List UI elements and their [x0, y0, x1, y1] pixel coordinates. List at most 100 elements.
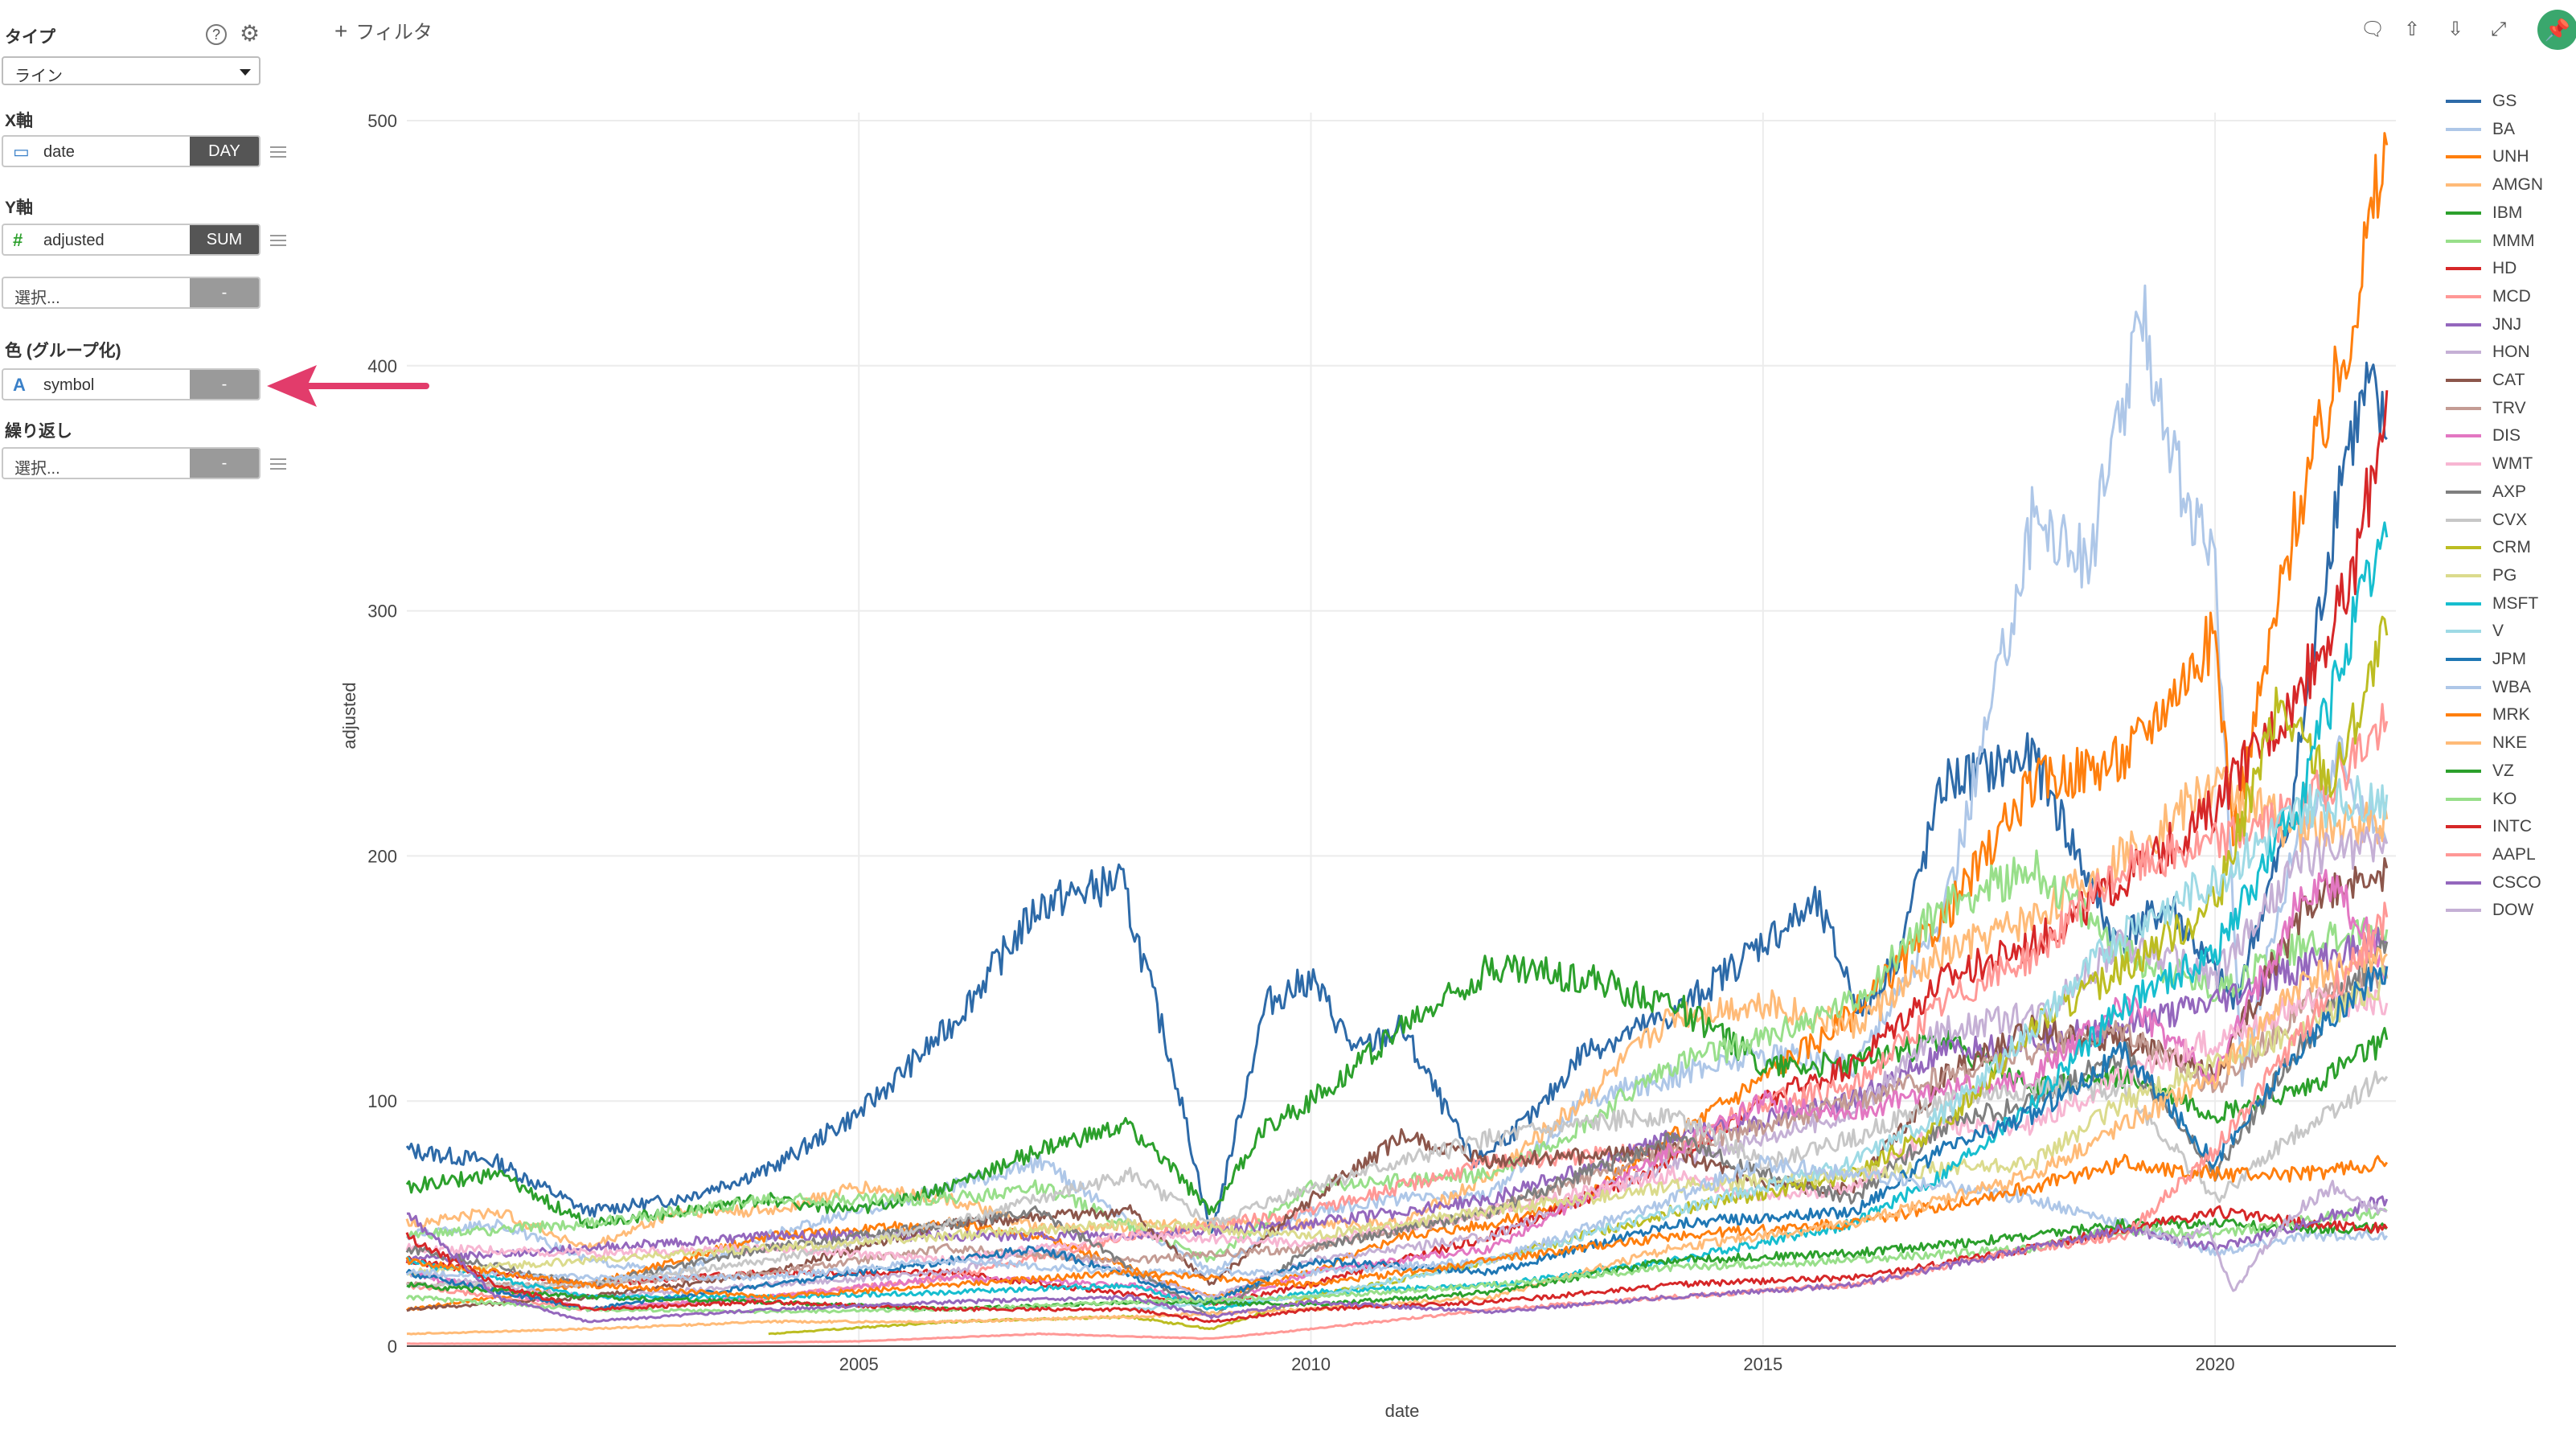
legend-item-ibm[interactable]: IBM [2436, 200, 2565, 224]
legend-item-dis[interactable]: DIS [2436, 423, 2565, 447]
legend-item-unh[interactable]: UNH [2436, 144, 2565, 168]
legend-swatch [2446, 434, 2481, 438]
series-line-gs [405, 361, 2388, 1234]
chart-grid [407, 113, 2396, 1346]
annotation-arrow-icon [267, 365, 429, 407]
legend-label: MSFT [2492, 593, 2539, 613]
legend-item-mrk[interactable]: MRK [2436, 702, 2565, 726]
series-line-dow [2142, 1180, 2388, 1292]
legend-swatch [2446, 294, 2481, 298]
series-line-mrk [405, 1153, 2389, 1301]
legend-item-jpm[interactable]: JPM [2436, 647, 2565, 671]
legend-swatch [2446, 658, 2481, 661]
legend-swatch [2446, 769, 2481, 773]
legend-label: JPM [2492, 650, 2526, 668]
download-icon[interactable]: ⇩ [2447, 18, 2464, 40]
help-icon[interactable]: ? [206, 24, 227, 45]
legend-swatch [2446, 573, 2481, 577]
legend-label: CSCO [2492, 873, 2541, 892]
series-line-wba [405, 1155, 2389, 1282]
y-axis-aggregation-button[interactable]: SUM [190, 225, 259, 254]
legend-label: KO [2492, 789, 2517, 808]
legend-item-aapl[interactable]: AAPL [2436, 842, 2565, 866]
color-aggregation-button[interactable]: - [190, 370, 259, 399]
legend-swatch [2446, 322, 2481, 326]
legend-label: JNJ [2492, 314, 2522, 334]
y-axis-add-placeholder: 選択... [14, 289, 60, 307]
color-group-label: 色 (グループ化) [5, 342, 121, 360]
legend-label: NKE [2492, 733, 2528, 753]
legend-item-gs[interactable]: GS [2436, 88, 2565, 113]
series-line-ba [405, 284, 2389, 1277]
x-axis-drag-handle-icon[interactable] [270, 143, 286, 161]
expand-icon[interactable]: ⤢ [2491, 18, 2507, 40]
legend-swatch [2446, 881, 2481, 885]
legend-item-jnj[interactable]: JNJ [2436, 312, 2565, 336]
chart-series [405, 132, 2389, 1345]
legend-label: VZ [2492, 761, 2514, 780]
x-tick-label: 2005 [839, 1354, 879, 1374]
repeat-aggregation-button[interactable]: - [190, 449, 259, 478]
legend-item-hd[interactable]: HD [2436, 256, 2565, 280]
legend-item-mmm[interactable]: MMM [2436, 228, 2565, 253]
legend-item-csco[interactable]: CSCO [2436, 870, 2565, 894]
y-tick-label: 400 [367, 356, 397, 376]
legend-item-pg[interactable]: PG [2436, 563, 2565, 587]
legend-item-crm[interactable]: CRM [2436, 535, 2565, 559]
x-axis-aggregation-button[interactable]: DAY [190, 137, 259, 166]
legend-swatch [2446, 546, 2481, 550]
series-line-axp [405, 933, 2389, 1318]
legend-item-nke[interactable]: NKE [2436, 730, 2565, 754]
chart-type-dropdown[interactable]: ライン [2, 56, 260, 85]
series-line-jpm [405, 966, 2389, 1312]
legend-item-v[interactable]: V [2436, 618, 2565, 643]
color-field-name: symbol [43, 376, 95, 394]
upload-icon[interactable]: ⇧ [2404, 18, 2421, 40]
legend-item-ba[interactable]: BA [2436, 117, 2565, 141]
legend-item-cat[interactable]: CAT [2436, 367, 2565, 392]
legend-label: INTC [2492, 817, 2532, 836]
legend-item-msft[interactable]: MSFT [2436, 591, 2565, 615]
repeat-drag-handle-icon[interactable] [270, 455, 286, 473]
legend-item-amgn[interactable]: AMGN [2436, 172, 2565, 196]
comment-icon[interactable]: 🗨 [2361, 18, 2385, 40]
legend-item-hon[interactable]: HON [2436, 339, 2565, 363]
y-axis-add-field[interactable]: 選択... - [2, 277, 260, 309]
chart-axes: 0 100 200 300 400 500 2005 2010 2015 2020 [367, 111, 2396, 1374]
legend-item-wmt[interactable]: WMT [2436, 451, 2565, 475]
add-filter-label: フィルタ [355, 22, 433, 43]
x-tick-label: 2010 [1291, 1354, 1331, 1374]
repeat-placeholder: 選択... [14, 460, 60, 478]
legend-label: V [2492, 622, 2504, 641]
legend-label: AXP [2492, 482, 2527, 501]
legend-item-cvx[interactable]: CVX [2436, 507, 2565, 532]
y-axis-drag-handle-icon[interactable] [270, 232, 286, 249]
legend-item-vz[interactable]: VZ [2436, 758, 2565, 782]
legend-item-mcd[interactable]: MCD [2436, 284, 2565, 308]
gear-icon[interactable]: ⚙ [240, 21, 260, 46]
repeat-field[interactable]: 選択... - [2, 447, 260, 479]
series-line-dis [406, 868, 2389, 1312]
color-field[interactable]: A symbol - [2, 368, 260, 400]
legend-item-wba[interactable]: WBA [2436, 675, 2565, 699]
pin-icon[interactable]: 📌 [2537, 10, 2576, 50]
legend-item-trv[interactable]: TRV [2436, 396, 2565, 420]
legend-item-intc[interactable]: INTC [2436, 814, 2565, 838]
x-axis-label: X軸 [5, 112, 34, 130]
add-filter-button[interactable]: + フィルタ [334, 16, 433, 44]
legend-label: AMGN [2492, 175, 2543, 195]
chart-config-panel: タイプ ? ⚙ ライン X軸 ▭ date DAY Y軸 # adjusted … [0, 0, 306, 1433]
y-axis-add-aggregation-button[interactable]: - [190, 278, 259, 307]
x-axis-field[interactable]: ▭ date DAY [2, 135, 260, 167]
y-axis-field-name: adjusted [43, 232, 105, 249]
legend-label: CRM [2492, 538, 2531, 557]
legend-swatch [2446, 630, 2481, 634]
legend-item-ko[interactable]: KO [2436, 786, 2565, 811]
series-line-mmm [406, 849, 2389, 1263]
legend-label: BA [2492, 119, 2516, 138]
legend-swatch [2446, 379, 2481, 382]
legend-item-dow[interactable]: DOW [2436, 897, 2565, 922]
y-axis-field[interactable]: # adjusted SUM [2, 224, 260, 256]
legend-item-axp[interactable]: AXP [2436, 479, 2565, 503]
